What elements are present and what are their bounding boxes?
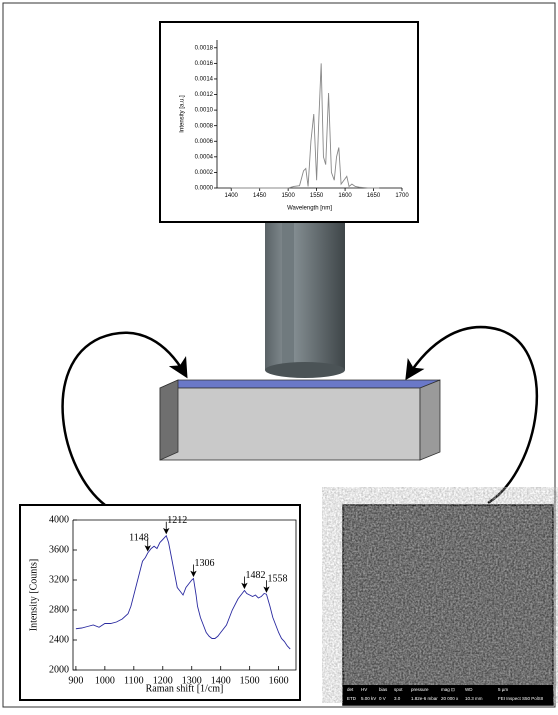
sem-image <box>342 504 554 706</box>
annotation: 1482 <box>245 570 265 581</box>
y-tick-label: 0.0006 <box>195 139 214 145</box>
sem-info-label: pressure <box>411 687 429 692</box>
x-axis-label: Raman shift [1/cm] <box>146 683 224 694</box>
chart-box <box>19 504 301 701</box>
x-tick-label: 1200 <box>153 675 173 686</box>
data-line <box>75 534 291 650</box>
x-tick-label: 1550 <box>310 193 324 199</box>
x-tick-label: 1500 <box>281 193 295 199</box>
x-axis-label: Wavelength [nm] <box>287 206 332 212</box>
y-tick-label: 4000 <box>49 514 69 525</box>
x-tick-label: 1500 <box>240 675 260 686</box>
sem-info-value: 20 000 x <box>441 696 459 701</box>
sem-info-label: mag ⊡ <box>441 687 455 692</box>
annotation: 1306 <box>194 558 214 569</box>
x-tick-label: 1300 <box>182 675 202 686</box>
y-axis-label: Intensity [Counts] <box>28 559 39 632</box>
sem-info-label: bias <box>379 687 388 692</box>
x-tick-label: 1100 <box>124 675 144 686</box>
y-tick-label: 0.0004 <box>195 154 214 160</box>
sem-info-label: HV <box>361 687 367 692</box>
y-tick-label: 2000 <box>49 664 69 675</box>
y-tick-label: 0.0014 <box>195 77 214 83</box>
sem-info-value: 1.82e-6 mbar <box>411 696 438 701</box>
x-tick-label: 1400 <box>211 675 231 686</box>
y-tick-label: 0.0016 <box>195 61 214 67</box>
x-tick-label: 1400 <box>225 193 239 199</box>
x-tick-label: 1600 <box>269 675 289 686</box>
sample-slab <box>159 379 441 461</box>
sem-info-value: 10.3 mm <box>465 696 483 701</box>
sem-info-value: 3.0 <box>394 696 401 701</box>
sem-info-value: 0 V <box>379 696 386 701</box>
fiber-probe <box>265 222 345 378</box>
sem-info-label: det <box>347 687 354 692</box>
annotation: 1558 <box>267 574 287 585</box>
x-tick-label: 900 <box>68 675 83 686</box>
annotation: 1212 <box>167 515 187 526</box>
y-tick-label: 0.0010 <box>195 108 214 114</box>
y-axis-label: Intensity [a.u.] <box>180 95 186 133</box>
x-tick-label: 1650 <box>367 193 381 199</box>
x-tick-label: 1000 <box>95 675 115 686</box>
sem-info-value: ETD <box>347 696 357 701</box>
sem-info-label: WD <box>465 687 473 692</box>
x-tick-label: 1700 <box>395 193 409 199</box>
arrow <box>405 325 539 505</box>
sem-info-label: 5 µm <box>498 687 508 692</box>
chart-box <box>159 21 419 223</box>
axis-frame <box>72 519 297 671</box>
y-tick-label: 0.0002 <box>195 170 214 176</box>
y-tick-label: 0.0008 <box>195 123 214 129</box>
y-tick-label: 0.0018 <box>195 45 214 51</box>
y-tick-label: 0.0000 <box>195 186 214 192</box>
annotation: 1148 <box>129 532 149 543</box>
data-line <box>231 63 380 189</box>
sem-info-value: FEI Inspect S50 PolSII <box>498 696 543 701</box>
y-tick-label: 3600 <box>49 544 69 555</box>
x-tick-label: 1450 <box>253 193 267 199</box>
y-tick-label: 2400 <box>49 634 69 645</box>
y-tick-label: 2800 <box>49 604 69 615</box>
sem-info-value: 5.00 kV <box>361 696 376 701</box>
arrow <box>61 331 188 506</box>
x-tick-label: 1600 <box>338 193 352 199</box>
sem-info-label: spot <box>394 687 403 692</box>
y-tick-label: 0.0012 <box>195 92 214 98</box>
y-tick-label: 3200 <box>49 574 69 585</box>
